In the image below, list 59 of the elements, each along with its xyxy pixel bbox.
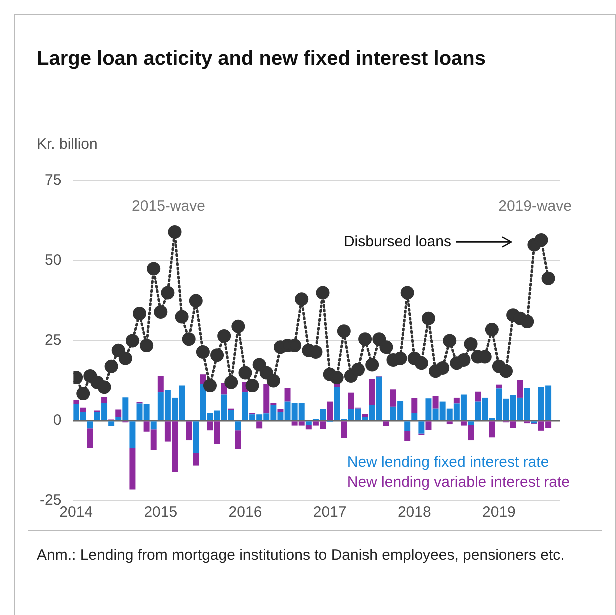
bar xyxy=(102,397,108,404)
bar xyxy=(362,414,368,418)
text: New lending variable interest rate xyxy=(347,474,570,492)
x-tick-label: 2016 xyxy=(228,504,262,522)
bar xyxy=(108,422,115,426)
bar xyxy=(80,408,86,412)
x-tick-label: 2019 xyxy=(482,504,516,522)
text: Disbursed loans xyxy=(344,233,452,250)
bar xyxy=(475,392,482,402)
y-tick-label: -25 xyxy=(40,492,62,510)
bar xyxy=(256,422,263,429)
bar xyxy=(412,413,418,420)
x-tick-label: 2017 xyxy=(313,504,347,522)
text: New lending fixed interest rate xyxy=(347,454,550,472)
bar xyxy=(468,422,474,426)
bar xyxy=(412,398,418,413)
bar xyxy=(130,422,136,449)
bar xyxy=(116,410,122,418)
bar xyxy=(130,448,136,490)
bar xyxy=(87,422,94,429)
y-tick-label: 0 xyxy=(53,412,62,430)
bar xyxy=(193,453,200,466)
bar xyxy=(496,384,502,389)
x-tick-label: 2014 xyxy=(60,504,94,522)
bar xyxy=(369,379,376,405)
bar xyxy=(193,422,200,453)
x-tick-label: 2018 xyxy=(398,504,432,522)
annotation: 2019-wave xyxy=(498,198,572,216)
bar xyxy=(306,422,312,426)
annotation: 2015-wave xyxy=(132,198,206,216)
bar xyxy=(432,396,439,409)
bar xyxy=(235,422,242,431)
bar xyxy=(284,388,291,402)
bar xyxy=(383,422,390,426)
bar xyxy=(341,422,348,438)
y-tick-label: 25 xyxy=(44,332,62,350)
bar xyxy=(489,422,496,438)
bar xyxy=(517,380,524,398)
bar xyxy=(87,428,94,449)
bar xyxy=(426,422,432,430)
text: Anm.: Lending from mortgage institutions to Danish employees, pensioners etc. xyxy=(37,546,566,566)
bar xyxy=(150,422,157,430)
bar xyxy=(327,402,334,420)
bar xyxy=(446,422,453,425)
bar xyxy=(404,422,411,432)
bar xyxy=(418,422,425,434)
bar xyxy=(74,400,80,404)
bar xyxy=(454,398,460,404)
y-axis-title: Kr. billion xyxy=(37,136,98,153)
bar xyxy=(278,409,284,412)
bar xyxy=(235,430,242,450)
chart-title: Large loan acticity and new fixed interest loans xyxy=(37,48,486,71)
bar xyxy=(158,376,164,393)
y-tick-label: 75 xyxy=(44,172,62,190)
y-tick-label: 50 xyxy=(44,252,62,270)
bar xyxy=(186,422,192,441)
x-tick-label: 2015 xyxy=(144,504,178,522)
bar xyxy=(404,431,411,442)
bar xyxy=(390,390,396,407)
